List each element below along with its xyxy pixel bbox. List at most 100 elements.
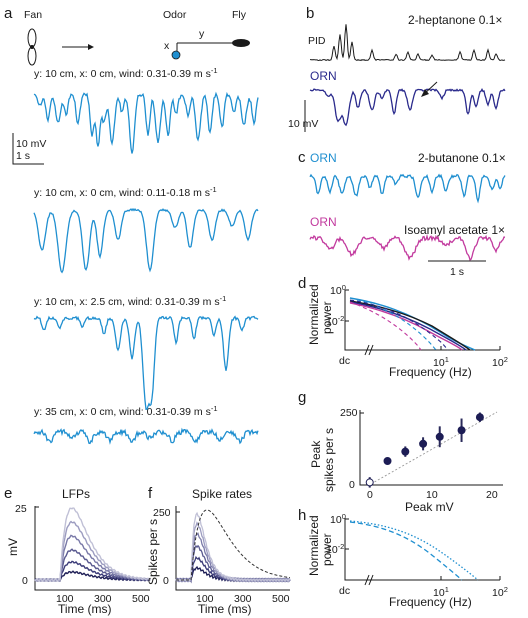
lfp-curve	[34, 534, 151, 582]
data-point	[365, 478, 374, 487]
panel-letter-h: h	[298, 507, 306, 524]
title-f: Spike rates	[192, 487, 252, 501]
orn-label-c2: ORN	[310, 215, 337, 229]
fit-curve-magenta	[349, 301, 422, 351]
ytick-f-top: 250	[153, 507, 171, 519]
annotation-arrow-icon	[421, 81, 438, 97]
wind-arrow-icon	[62, 44, 94, 50]
scale-mv-b: 10 mV	[288, 118, 318, 130]
panel-letter-d: d	[298, 275, 306, 292]
xtick-d-100: 102	[492, 355, 508, 369]
spike-rate-curves	[175, 509, 291, 584]
ylabel-d-top: Normalized	[307, 284, 321, 345]
xtick-h-10: 101	[433, 585, 449, 599]
fit-curve-blue	[349, 297, 437, 351]
data-point	[401, 447, 410, 456]
xtick-h-100: 102	[492, 585, 508, 599]
scatter-g	[365, 412, 484, 488]
data-point	[419, 439, 428, 448]
ylabel-h-top: Normalized	[307, 515, 321, 576]
power-curve-navy	[349, 301, 467, 351]
orn-trace-c2	[309, 234, 506, 261]
xtick-g-10: 10	[426, 489, 438, 501]
panel-h: h 100 10-2 dc 101 102 Frequency (Hz) Nor…	[298, 507, 508, 609]
fan-icon	[27, 28, 37, 66]
axes-e	[34, 506, 150, 591]
pid-trace	[310, 24, 506, 62]
fan-label: Fan	[24, 9, 42, 21]
scale-bar-a: 10 mV 1 s	[12, 133, 46, 165]
voltage-trace-4	[33, 427, 259, 445]
odor-c1-label: 2-butanone 0.1×	[418, 151, 506, 165]
fly-icon	[232, 39, 250, 47]
ytick-f-bottom: 0	[163, 575, 169, 587]
scale-s-label: 1 s	[16, 150, 30, 162]
power-curve-h-dotted	[349, 520, 479, 581]
panel-a: a Fan Odor Fly x y y: 10 cm, x: 0 cm, wi…	[4, 5, 259, 445]
panel-letter-f: f	[148, 485, 153, 502]
power-curve-h-dashed	[349, 521, 463, 581]
orn-label-c1: ORN	[310, 151, 337, 165]
xtick-e-300: 300	[94, 593, 112, 605]
xlabel-h: Frequency (Hz)	[389, 595, 472, 609]
ytick-h-top: 100	[330, 512, 346, 526]
ytick-g-top: 250	[340, 407, 358, 419]
axes-g	[359, 410, 503, 486]
panel-c: c ORN 2-butanone 0.1× ORN Isoamyl acetat…	[298, 149, 506, 278]
ytick-e-bottom: 0	[22, 575, 28, 587]
y-axis-label: y	[199, 28, 205, 40]
panel-f: f Spike rates 250 0 Spikes per s 100 300…	[146, 485, 291, 616]
xtick-g-0: 0	[367, 489, 373, 501]
panel-e: e LFPs 25 0 mV 100 300 500 Time (ms)	[4, 485, 151, 616]
axes-d	[344, 290, 500, 351]
axis-break-icon	[364, 574, 374, 586]
ytick-d-mid: 10-2	[326, 314, 344, 328]
xtick-d-dc: dc	[339, 355, 350, 367]
fly-label: Fly	[232, 9, 247, 21]
trace-label-2: y: 10 cm, x: 0 cm, wind: 0.11-0.18 m s-1	[34, 185, 217, 199]
ytick-h-mid: 10-2	[326, 542, 344, 556]
spike-rate-prediction	[176, 509, 291, 581]
panel-b: b 2-heptanone 0.1× PID ORN 10 mV	[288, 5, 506, 132]
fit-line-g	[370, 411, 498, 485]
ylabel-g-top: Peak	[309, 440, 323, 468]
xtick-h-dc: dc	[339, 585, 350, 597]
odor-b-label: 2-heptanone 0.1×	[408, 13, 502, 27]
trace-label-4: y: 35 cm, x: 0 cm, wind: 0.31-0.39 m s-1	[34, 404, 218, 418]
power-curve-magenta	[349, 302, 463, 351]
axes-h	[344, 518, 500, 581]
data-point	[475, 413, 484, 422]
xlabel-d: Frequency (Hz)	[389, 365, 472, 379]
panel-letter-a: a	[4, 5, 13, 22]
odor-c2-label: Isoamyl acetate 1×	[404, 223, 505, 237]
trace-label-1: y: 10 cm, x: 0 cm, wind: 0.31-0.39 m s-1	[34, 66, 218, 80]
ytick-d-top: 100	[330, 283, 346, 297]
x-axis-label: x	[164, 40, 170, 52]
ylabel-g-bottom: spikes per s	[322, 428, 336, 492]
xtick-f-300: 300	[234, 593, 252, 605]
axes-f	[175, 506, 290, 591]
xlabel-g: Peak mV	[405, 500, 454, 514]
voltage-trace-1	[33, 91, 259, 154]
panel-letter-c: c	[298, 149, 306, 166]
xtick-d-10: 101	[433, 355, 449, 369]
lfp-curves	[34, 507, 151, 583]
scale-mv-label: 10 mV	[16, 138, 46, 150]
data-point	[435, 432, 444, 441]
trace-label-3: y: 10 cm, x: 2.5 cm, wind: 0.31-0.39 m s…	[34, 294, 226, 308]
data-point	[457, 426, 466, 435]
title-e: LFPs	[62, 487, 90, 501]
xtick-e-500: 500	[132, 593, 150, 605]
odor-label: Odor	[163, 9, 187, 21]
voltage-trace-2	[33, 207, 259, 274]
xlabel-f: Time (ms)	[198, 602, 252, 616]
panel-letter-e: e	[4, 485, 12, 502]
ylabel-e: mV	[6, 538, 20, 556]
data-point	[383, 457, 392, 466]
xtick-g-20: 20	[486, 489, 498, 501]
panel-letter-g: g	[298, 389, 306, 406]
xtick-e-100: 100	[56, 593, 74, 605]
spike-rate-curve	[175, 511, 291, 583]
orn-label-b: ORN	[310, 69, 337, 83]
